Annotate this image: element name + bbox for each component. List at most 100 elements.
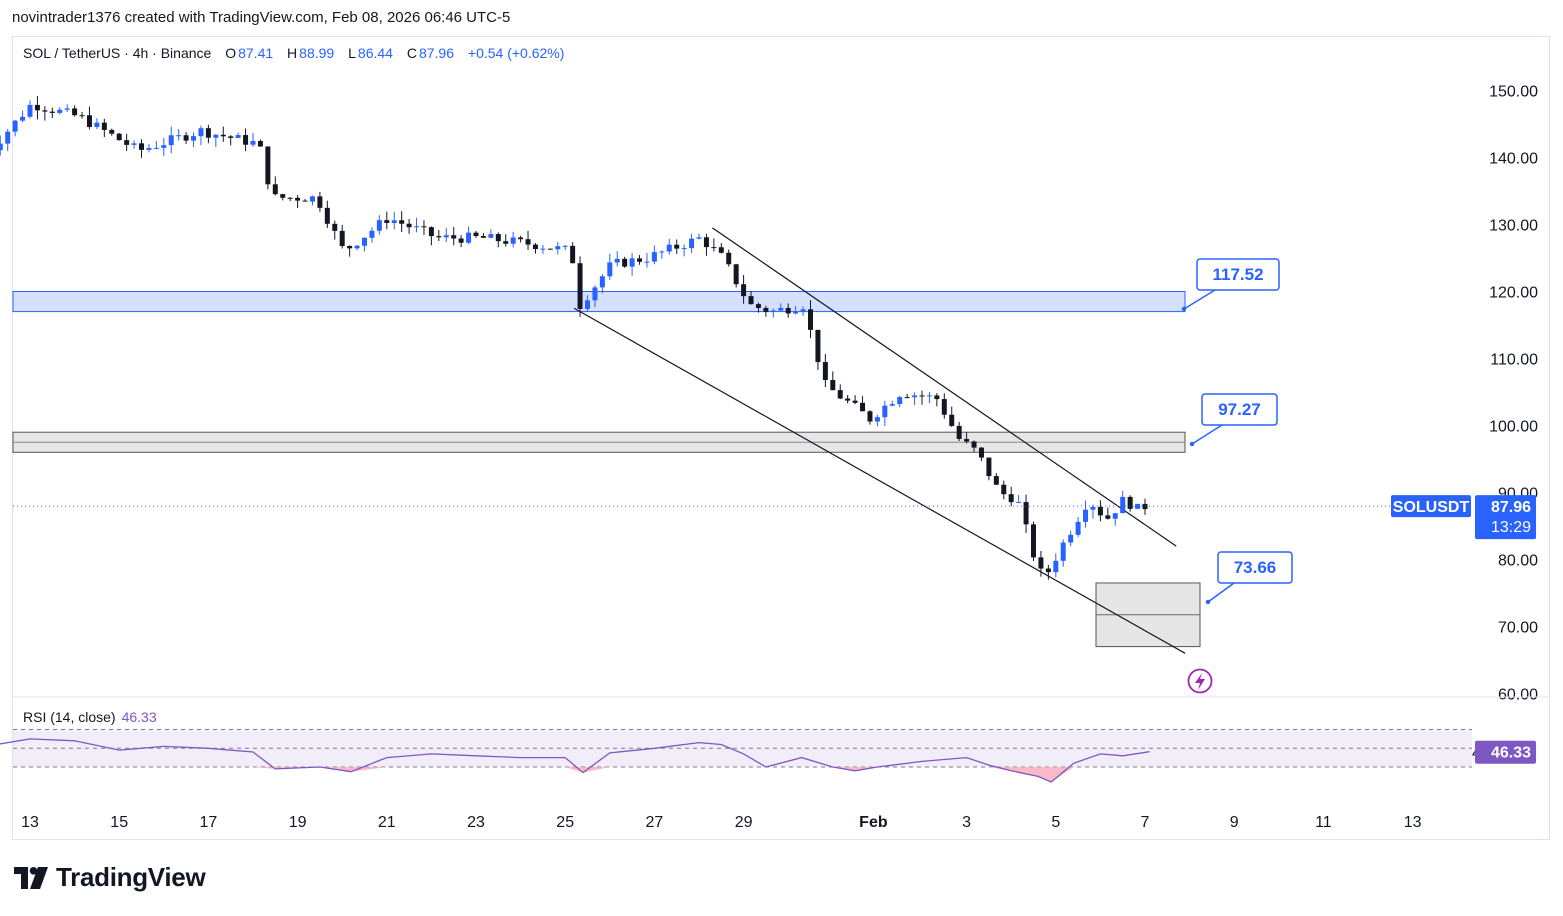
candle[interactable] — [414, 226, 420, 228]
candle[interactable] — [889, 404, 895, 406]
candle[interactable] — [176, 135, 182, 137]
candle[interactable] — [882, 405, 888, 418]
candle[interactable] — [94, 122, 100, 127]
candle[interactable] — [867, 411, 873, 422]
candle[interactable] — [205, 128, 211, 138]
candle[interactable] — [220, 134, 226, 137]
candle[interactable] — [525, 239, 531, 245]
candle[interactable] — [488, 234, 494, 238]
candle[interactable] — [473, 232, 479, 237]
candle[interactable] — [42, 110, 48, 112]
tradingview-logo[interactable]: TradingView — [14, 862, 206, 893]
candle[interactable] — [458, 238, 464, 243]
candle[interactable] — [272, 184, 278, 195]
zone-resistance[interactable] — [12, 291, 1186, 313]
candle[interactable] — [860, 402, 866, 412]
rsi-value-badge[interactable] — [1475, 740, 1536, 764]
candle[interactable] — [124, 140, 130, 145]
candle[interactable] — [139, 143, 144, 150]
candle[interactable] — [265, 146, 271, 185]
candle[interactable] — [659, 251, 665, 253]
candle[interactable] — [978, 447, 984, 458]
rsi-label[interactable]: RSI (14, close) — [23, 709, 116, 725]
candle[interactable] — [518, 237, 524, 240]
candle[interactable] — [815, 329, 821, 363]
candle[interactable] — [1090, 506, 1096, 510]
candle[interactable] — [280, 194, 286, 198]
candle[interactable] — [607, 262, 613, 277]
candle[interactable] — [696, 237, 702, 239]
candle[interactable] — [770, 310, 776, 312]
candle[interactable] — [1038, 557, 1044, 569]
candle[interactable] — [287, 197, 293, 199]
candle[interactable] — [592, 287, 598, 301]
candle[interactable] — [376, 220, 382, 231]
candle[interactable] — [20, 116, 26, 121]
candle[interactable] — [347, 245, 353, 249]
candle[interactable] — [785, 307, 791, 314]
candle[interactable] — [495, 234, 501, 242]
candle[interactable] — [480, 236, 486, 238]
candle[interactable] — [986, 457, 992, 477]
candle[interactable] — [577, 263, 583, 309]
candle[interactable] — [845, 398, 851, 401]
candle[interactable] — [926, 395, 932, 397]
candle[interactable] — [213, 134, 219, 138]
candle[interactable] — [666, 244, 672, 252]
candle[interactable] — [1023, 502, 1029, 525]
candle[interactable] — [956, 425, 962, 439]
candle[interactable] — [912, 395, 918, 398]
candle[interactable] — [116, 133, 122, 141]
candle[interactable] — [1127, 496, 1133, 509]
candle[interactable] — [830, 379, 836, 391]
candle[interactable] — [339, 230, 345, 246]
candle[interactable] — [228, 136, 234, 138]
candle[interactable] — [183, 135, 189, 141]
price-label-box[interactable] — [1201, 393, 1278, 426]
candle[interactable] — [324, 207, 330, 224]
candle[interactable] — [651, 252, 657, 262]
candle[interactable] — [874, 417, 880, 422]
candle[interactable] — [778, 307, 784, 311]
candle[interactable] — [733, 264, 739, 285]
candle[interactable] — [711, 247, 717, 249]
candle[interactable] — [1001, 484, 1007, 495]
candle[interactable] — [949, 414, 955, 426]
candle[interactable] — [689, 238, 695, 249]
candle[interactable] — [428, 227, 434, 237]
candle[interactable] — [109, 129, 115, 134]
candle[interactable] — [703, 237, 709, 248]
candle[interactable] — [421, 226, 427, 228]
candle[interactable] — [72, 108, 78, 116]
candle[interactable] — [146, 147, 152, 150]
channel-upper-line[interactable] — [712, 227, 1177, 547]
candle[interactable] — [0, 143, 3, 151]
candle[interactable] — [1075, 521, 1081, 535]
candle[interactable] — [1016, 502, 1022, 504]
candle[interactable] — [235, 135, 241, 138]
candle[interactable] — [1031, 524, 1036, 558]
candle[interactable] — [614, 258, 620, 263]
candle[interactable] — [1053, 560, 1059, 573]
rsi-line[interactable] — [0, 738, 1150, 783]
candle[interactable] — [27, 104, 33, 117]
candle[interactable] — [1097, 506, 1103, 516]
candle[interactable] — [309, 196, 315, 202]
candle[interactable] — [1060, 542, 1066, 561]
candle[interactable] — [637, 258, 643, 262]
channel-lower-line[interactable] — [573, 307, 1186, 654]
candle[interactable] — [436, 236, 442, 238]
candle[interactable] — [741, 284, 747, 297]
candle[interactable] — [622, 258, 628, 267]
candle[interactable] — [466, 232, 472, 243]
candle[interactable] — [503, 241, 509, 244]
candle[interactable] — [1083, 509, 1089, 522]
candle[interactable] — [570, 245, 576, 264]
candle[interactable] — [540, 248, 546, 250]
candle[interactable] — [1068, 534, 1074, 543]
candle[interactable] — [763, 307, 769, 312]
candle[interactable] — [897, 397, 903, 405]
candle[interactable] — [919, 395, 925, 397]
candle[interactable] — [555, 246, 561, 250]
